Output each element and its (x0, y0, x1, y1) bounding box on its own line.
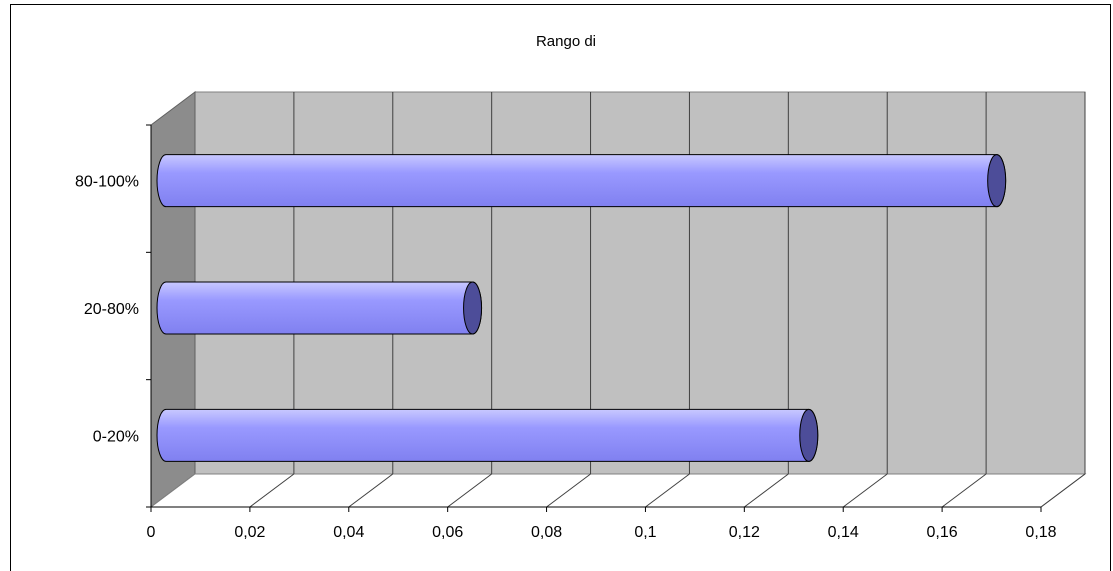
floor-gridline (1040, 473, 1086, 508)
x-tick-label: 0,18 (1025, 524, 1056, 541)
bar-cap (463, 281, 483, 335)
chart-title: Rango di (536, 33, 596, 50)
x-tick-label: 0,04 (333, 524, 364, 541)
x-tick-label: 0,02 (234, 524, 265, 541)
y-tick-label: 0-20% (93, 428, 139, 445)
x-tick-label: 0,06 (432, 524, 463, 541)
x-tick-label: 0,16 (927, 524, 958, 541)
bar-cap (987, 154, 1007, 208)
x-tick-label: 0,12 (729, 524, 760, 541)
bar (156, 281, 483, 335)
floor-gridline (348, 473, 394, 508)
x-tick-label: 0,08 (531, 524, 562, 541)
floor-gridline (447, 473, 492, 508)
x-tick-label: 0,1 (634, 524, 656, 541)
bar (156, 408, 819, 462)
floor-gridline (842, 473, 888, 508)
x-tick-label: 0 (147, 524, 156, 541)
floor-gridline (941, 473, 987, 508)
floor (149, 473, 1087, 508)
y-tick-label: 80-100% (75, 174, 139, 191)
y-tick-label: 20-80% (84, 301, 139, 318)
floor-gridline (249, 473, 295, 508)
floor-gridline (546, 473, 591, 508)
x-tick-label: 0,14 (828, 524, 859, 541)
plot-area: 0 0,02 0,04 0,06 0,08 0,1 0,12 0,14 0,16 0,18 0-20… (75, 91, 1087, 541)
bar (156, 154, 1007, 208)
floor-gridline (744, 473, 789, 508)
floor-gridline (645, 473, 690, 508)
bar-cap (799, 408, 819, 462)
